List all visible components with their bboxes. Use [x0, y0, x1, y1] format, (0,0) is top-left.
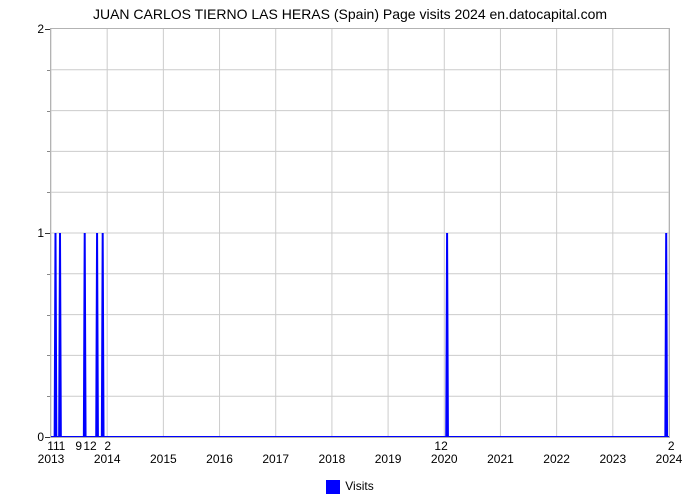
plot-area — [50, 28, 670, 438]
x-tick-label: 2014 — [94, 452, 121, 466]
spike-value-label: 12 — [83, 439, 96, 453]
spike-value-label: 9 — [75, 439, 82, 453]
y-tick-label: 0 — [4, 430, 44, 444]
spike-value-label: 2 — [668, 439, 675, 453]
x-tick-label: 2018 — [319, 452, 346, 466]
x-tick-label: 2013 — [38, 452, 65, 466]
legend-label: Visits — [345, 479, 373, 493]
x-tick-label: 2024 — [656, 452, 683, 466]
spike-value-label: 1 — [59, 439, 66, 453]
chart-container: JUAN CARLOS TIERNO LAS HERAS (Spain) Pag… — [0, 0, 700, 500]
x-tick-label: 2023 — [599, 452, 626, 466]
x-tick-label: 2017 — [262, 452, 289, 466]
legend: Visits — [0, 479, 700, 494]
y-tick-label: 2 — [4, 22, 44, 36]
series-line — [51, 233, 669, 437]
legend-swatch — [326, 480, 340, 494]
x-tick-label: 2021 — [487, 452, 514, 466]
chart-title: JUAN CARLOS TIERNO LAS HERAS (Spain) Pag… — [0, 6, 700, 22]
spike-value-label: 12 — [434, 439, 447, 453]
spike-value-label: 2 — [104, 439, 111, 453]
plot-svg — [51, 29, 669, 437]
x-tick-label: 2019 — [375, 452, 402, 466]
x-tick-label: 2020 — [431, 452, 458, 466]
y-tick-label: 1 — [4, 226, 44, 240]
x-tick-label: 2016 — [206, 452, 233, 466]
x-tick-label: 2022 — [543, 452, 570, 466]
x-tick-label: 2015 — [150, 452, 177, 466]
